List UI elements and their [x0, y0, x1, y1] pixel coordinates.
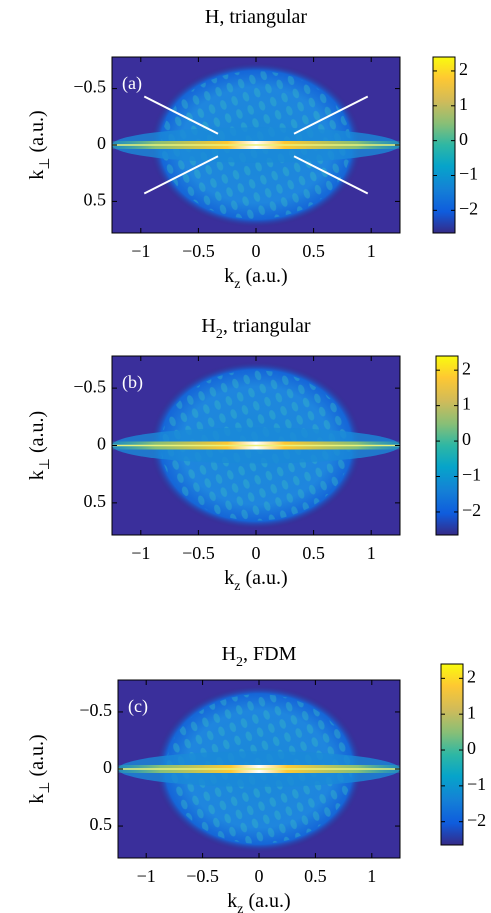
x-axis-label: kz (a.u.): [224, 265, 287, 292]
colorbar: [440, 663, 464, 846]
colorbar-tick-label: 1: [467, 702, 476, 722]
x-label-main: k: [224, 567, 234, 589]
colorbar-tick-label: 0: [462, 429, 471, 449]
title-sub: 2: [236, 655, 243, 670]
title-rest: , triangular: [223, 315, 311, 337]
colorbar-tick-label: 0: [459, 129, 468, 149]
y-tick-label: 0: [103, 757, 112, 777]
colorbar-tick-label: 2: [462, 358, 471, 378]
x-tick-label: −0.5: [182, 241, 215, 261]
x-tick-label: 0.5: [302, 241, 325, 261]
title-sub: 2: [216, 327, 223, 342]
colorbar-tick-label: 2: [459, 59, 468, 79]
y-tick-label: 0.5: [84, 491, 107, 511]
x-tick-label: 1: [367, 543, 376, 563]
colorbar-tick-label: −2: [459, 198, 478, 218]
x-tick-label: −1: [137, 866, 156, 886]
y-tick-label: 0: [97, 133, 106, 153]
colorbar-tick-label: −2: [467, 810, 486, 830]
y-label-main: k: [26, 170, 48, 180]
x-label-rest: (a.u.): [241, 265, 288, 287]
title-main: H: [201, 315, 215, 337]
colorbar-tick-label: 0: [467, 738, 476, 758]
y-tick-label: 0: [97, 434, 106, 454]
y-axis-label: k⊥ (a.u.): [26, 411, 53, 480]
colorbar: [432, 56, 456, 234]
y-label-rest: (a.u.): [26, 734, 48, 781]
x-tick-label: −0.5: [182, 543, 215, 563]
x-tick-label: 0: [252, 241, 261, 261]
colorbar: [435, 355, 459, 536]
x-label-sub: z: [234, 579, 240, 594]
panel-label: (c): [128, 696, 148, 717]
x-label-sub: z: [237, 902, 243, 913]
y-axis-label: k⊥ (a.u.): [26, 734, 53, 803]
colorbar-tick-label: −1: [459, 164, 478, 184]
title-main: H: [205, 6, 219, 28]
x-tick-label: 0: [255, 866, 264, 886]
x-tick-label: 1: [367, 866, 376, 886]
x-label-rest: (a.u.): [244, 890, 291, 912]
heatmap-image: [112, 356, 400, 535]
y-tick-label: −0.5: [79, 700, 112, 720]
annotation-line: [293, 155, 369, 195]
y-label-rest: (a.u.): [26, 110, 48, 157]
annotation-line: [143, 95, 219, 135]
colorbar-tick-label: −1: [462, 465, 481, 485]
x-tick-label: 0.5: [304, 866, 327, 886]
panel-label: (a): [122, 73, 142, 94]
y-tick-label: −0.5: [73, 77, 106, 97]
x-tick-label: −1: [131, 241, 150, 261]
y-label-main: k: [26, 470, 48, 480]
x-tick-label: 0: [252, 543, 261, 563]
title-main: H: [222, 643, 236, 665]
title-rest: , FDM: [243, 643, 297, 665]
x-tick-label: −1: [131, 543, 150, 563]
x-label-sub: z: [234, 277, 240, 292]
heatmap-image: [112, 57, 400, 233]
y-label-sub: ⊥: [38, 782, 53, 794]
colorbar-tick-label: 1: [459, 94, 468, 114]
colorbar-tick-label: −2: [462, 500, 481, 520]
x-tick-label: 1: [367, 241, 376, 261]
x-tick-label: −0.5: [186, 866, 219, 886]
x-axis-label: kz (a.u.): [227, 890, 290, 913]
heatmap-image: [118, 680, 400, 858]
x-label-main: k: [227, 890, 237, 912]
panel-label: (b): [122, 372, 143, 393]
annotation-line: [293, 95, 369, 135]
colorbar-tick-label: −1: [467, 774, 486, 794]
panel-title: H, triangular: [205, 6, 308, 28]
panel-title: H2, FDM: [222, 643, 297, 670]
x-tick-label: 0.5: [302, 543, 325, 563]
y-label-sub: ⊥: [38, 158, 53, 170]
title-rest: , triangular: [219, 6, 307, 28]
y-axis-label: k⊥ (a.u.): [26, 110, 53, 179]
x-label-main: k: [224, 265, 234, 287]
y-label-rest: (a.u.): [26, 411, 48, 458]
x-axis-label: kz (a.u.): [224, 567, 287, 594]
y-tick-label: 0.5: [84, 190, 107, 210]
y-tick-label: −0.5: [73, 376, 106, 396]
panel-title: H2, triangular: [201, 315, 311, 342]
y-label-main: k: [26, 794, 48, 804]
colorbar-tick-label: 1: [462, 394, 471, 414]
y-label-sub: ⊥: [38, 458, 53, 470]
annotation-line: [143, 155, 219, 195]
x-label-rest: (a.u.): [241, 567, 288, 589]
colorbar-tick-label: 2: [467, 666, 476, 686]
y-tick-label: 0.5: [90, 814, 113, 834]
